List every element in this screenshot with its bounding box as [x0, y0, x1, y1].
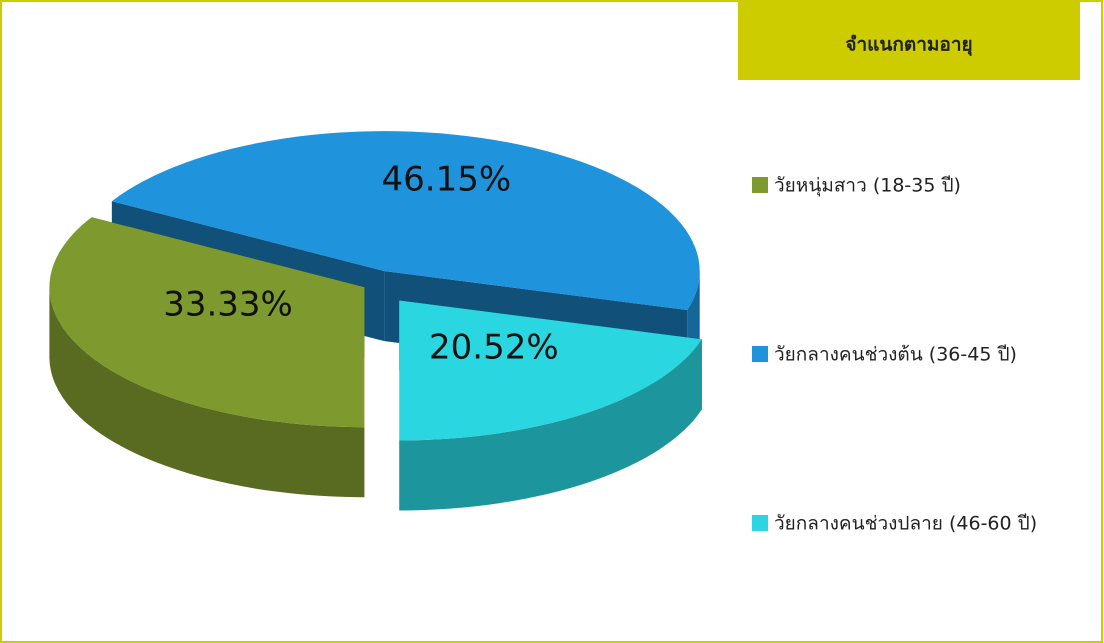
legend-label: วัยหนุ่มสาว (18-35 ปี) — [774, 175, 961, 198]
legend-swatch — [752, 515, 768, 531]
legend-swatch — [752, 346, 768, 362]
data-label: 46.15% — [382, 159, 512, 199]
slice-wall — [399, 339, 702, 511]
chart-title: จำแนกตามอายุ — [845, 34, 972, 57]
pie-slice — [49, 217, 365, 498]
legend-label: วัยกลางคนช่วงต้น (36-45 ปี) — [774, 344, 1017, 366]
slice-wall — [49, 287, 365, 498]
legend-header — [738, 2, 1080, 80]
slice-top — [49, 217, 365, 428]
data-label: 33.33% — [163, 285, 293, 325]
legend-label: วัยกลางคนช่วงปลาย (46-60 ปี) — [774, 513, 1037, 535]
slice-shade — [49, 287, 365, 498]
pie-slice — [399, 300, 702, 511]
slice-top — [111, 131, 700, 311]
data-label: 20.52% — [429, 327, 559, 367]
slice-shade — [399, 339, 702, 511]
slice-top — [399, 300, 702, 441]
legend-swatch — [752, 177, 768, 193]
